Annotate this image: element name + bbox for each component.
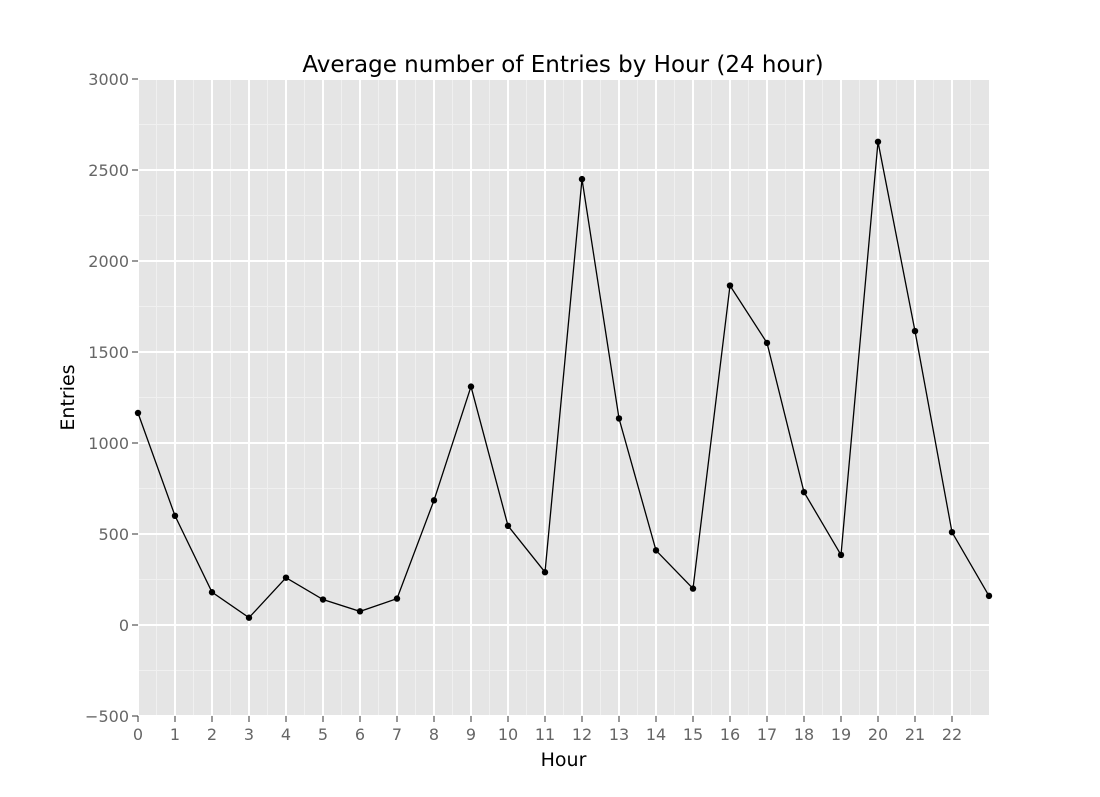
series xyxy=(134,138,993,621)
x-tick-label: 9 xyxy=(466,725,476,744)
data-point xyxy=(393,595,401,602)
x-tick-label: 13 xyxy=(609,725,629,744)
y-tick-label: 1500 xyxy=(88,343,129,362)
y-tick-label: 2000 xyxy=(88,252,129,271)
data-point xyxy=(985,592,993,600)
x-tick-label: 14 xyxy=(646,725,666,744)
data-point xyxy=(578,175,586,183)
data-point xyxy=(763,339,771,347)
data-point xyxy=(948,528,956,536)
data-point xyxy=(726,282,734,289)
y-tick-label: −500 xyxy=(85,707,129,726)
x-tick-label: 2 xyxy=(207,725,217,744)
data-point xyxy=(874,138,882,145)
data-point xyxy=(837,551,845,559)
data-point xyxy=(171,512,179,519)
data-point xyxy=(134,409,142,417)
data-point xyxy=(282,574,290,581)
x-tick-label: 21 xyxy=(905,725,925,744)
x-tick-label: 22 xyxy=(942,725,962,744)
x-axis-label: Hour xyxy=(541,749,587,771)
x-tick-label: 17 xyxy=(757,725,777,744)
y-tick-label: 500 xyxy=(98,525,129,544)
data-point xyxy=(800,488,808,496)
x-tick-label: 8 xyxy=(429,725,439,744)
x-tick-label: 0 xyxy=(133,725,143,744)
y-tick-label: 0 xyxy=(119,616,129,635)
data-point xyxy=(911,327,919,335)
x-tick-label: 3 xyxy=(244,725,254,744)
y-tick-label: 2500 xyxy=(88,161,129,180)
data-point xyxy=(689,585,697,592)
x-tick-label: 1 xyxy=(170,725,180,744)
data-point xyxy=(430,497,438,504)
data-point xyxy=(356,608,364,615)
x-tick-label: 6 xyxy=(355,725,365,744)
x-tick-label: 7 xyxy=(392,725,402,744)
data-point xyxy=(541,569,549,576)
x-tick-label: 10 xyxy=(498,725,518,744)
y-tick-label: 1000 xyxy=(88,434,129,453)
data-point xyxy=(504,522,512,530)
data-point xyxy=(467,383,475,390)
data-point xyxy=(245,614,253,621)
chart-title: Average number of Entries by Hour (24 ho… xyxy=(302,52,823,78)
x-tick-label: 20 xyxy=(868,725,888,744)
y-axis-label: Entries xyxy=(57,364,79,430)
x-tick-label: 4 xyxy=(281,725,291,744)
data-point xyxy=(615,415,623,422)
x-tick-label: 19 xyxy=(831,725,851,744)
y-tick-label: 3000 xyxy=(88,70,129,89)
data-point xyxy=(208,589,216,596)
grid xyxy=(137,78,989,717)
series-line xyxy=(137,141,990,619)
x-tick-label: 18 xyxy=(794,725,814,744)
x-tick-label: 15 xyxy=(683,725,703,744)
x-tick-label: 16 xyxy=(720,725,740,744)
data-point xyxy=(319,596,327,603)
x-tick-label: 11 xyxy=(535,725,555,744)
x-tick-label: 5 xyxy=(318,725,328,744)
data-point xyxy=(652,547,660,554)
x-tick-label: 12 xyxy=(572,725,592,744)
